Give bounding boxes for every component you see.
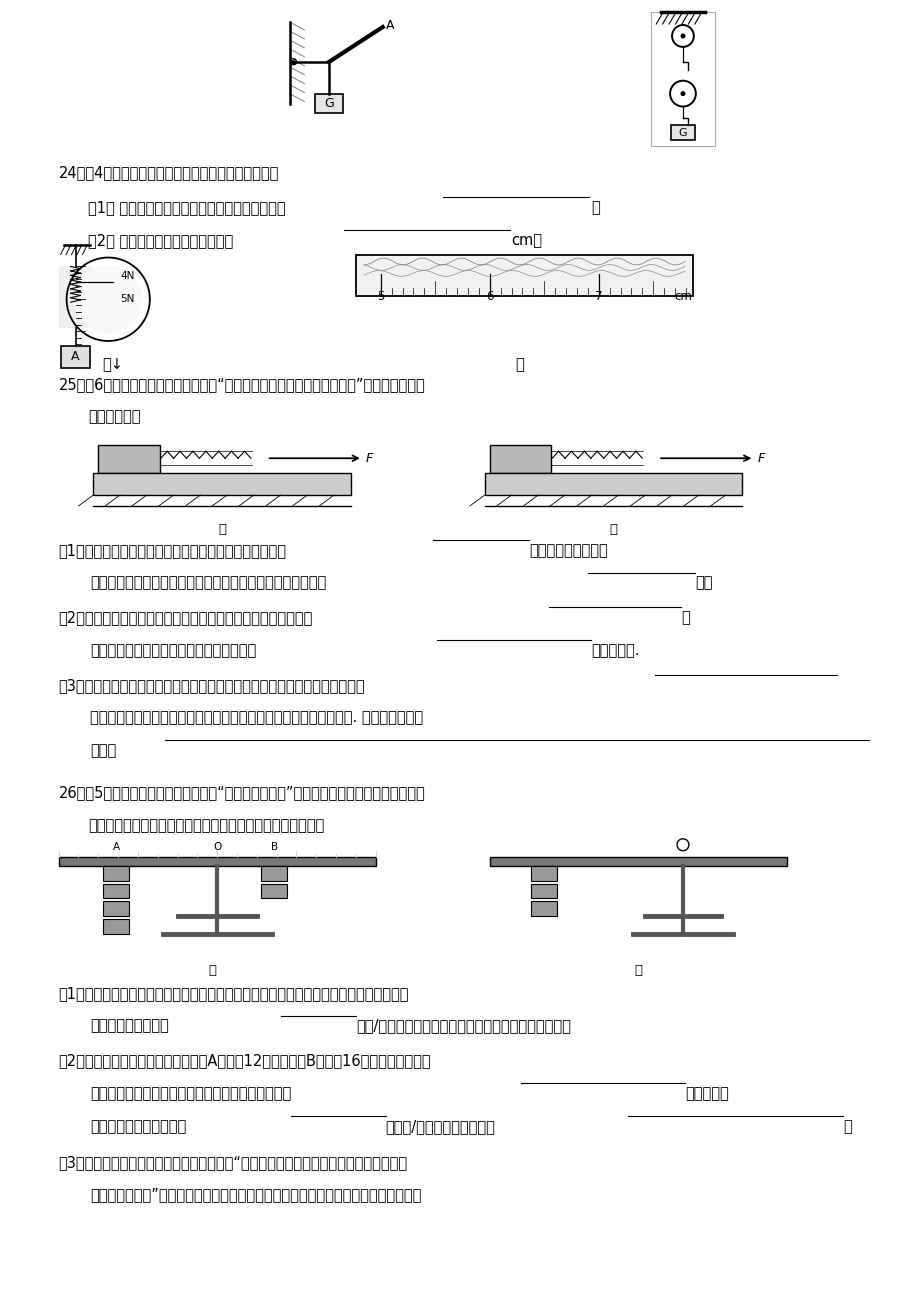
Text: cm: cm [674, 290, 691, 303]
Text: （2） 如图乙所示；乙图木块长度是: （2） 如图乙所示；乙图木块长度是 [88, 233, 233, 247]
Bar [103, 866, 129, 880]
Bar [531, 901, 557, 917]
Text: （1）实验前，将杠杆中点置于支架上，当杠杆静止时，发现杠杆右端下沉。此时，应把杠: （1）实验前，将杠杆中点置于支架上，当杠杆静止时，发现杠杆右端下沉。此时，应把杠 [59, 986, 409, 1001]
Text: 乙: 乙 [609, 523, 617, 536]
Text: O: O [213, 842, 221, 852]
Text: 变，改变木块对木板的压力；实验中应用了: 变，改变木块对木板的压力；实验中应用了 [90, 643, 256, 658]
Text: 26、（5分）如图甲所示，小明在探究“杠杆的平衡条件”实验中所用的实验器材有：杠杆、: 26、（5分）如图甲所示，小明在探究“杠杆的平衡条件”实验中所用的实验器材有：杠… [59, 785, 425, 801]
Text: 支架、弹簧测力计、刻度尺、细线和质量相同的钉码若干个。: 支架、弹簧测力计、刻度尺、细线和质量相同的钉码若干个。 [88, 818, 324, 833]
Bar [531, 866, 557, 880]
Text: 25、（6分）某兴趣小组的同学在探究“滑动摩擦力的大小与什么因素有关”时，对有关的问: 25、（6分）某兴趣小组的同学在探究“滑动摩擦力的大小与什么因素有关”时，对有关… [59, 376, 425, 392]
Text: 原位置平衡。于是小明便得出了杠杆的平衡条件为：: 原位置平衡。于是小明便得出了杠杆的平衡条件为： [90, 1086, 291, 1101]
Text: （左/右）调节，使杠杆在不挂钉码时在水平位置平衡。: （左/右）调节，使杠杆在不挂钉码时在水平位置平衡。 [356, 1018, 570, 1034]
Text: 拉着木块沿长木板滑: 拉着木块沿长木板滑 [528, 543, 607, 557]
Text: F: F [366, 452, 373, 465]
Bar [93, 473, 351, 495]
Bar [59, 857, 375, 866]
Text: 5N: 5N [120, 294, 134, 305]
Text: （3）实验结束后，小明提出了新的探究问题“若支点不在杠杆的中点时，杠杆的平衡条件: （3）实验结束后，小明提出了新的探究问题“若支点不在杠杆的中点时，杠杆的平衡条件 [59, 1155, 407, 1169]
Text: G: G [678, 128, 686, 138]
Text: 5: 5 [377, 290, 384, 303]
Text: 示）。他这样得出的结论: 示）。他这样得出的结论 [90, 1118, 187, 1134]
Text: 6: 6 [485, 290, 493, 303]
Text: A: A [385, 18, 393, 31]
Text: 4N: 4N [120, 271, 134, 281]
Text: （2）在探究滑动摩擦力的大小与压力大小的关系时，他们应控制: （2）在探究滑动摩擦力的大小与压力大小的关系时，他们应控制 [59, 611, 312, 625]
Bar [98, 445, 160, 473]
Circle shape [680, 34, 684, 38]
Text: G: G [324, 98, 334, 111]
Bar [489, 445, 550, 473]
Bar [484, 473, 742, 495]
Text: 乙: 乙 [515, 357, 523, 372]
Text: 甲: 甲 [208, 963, 216, 976]
Text: F: F [756, 452, 764, 465]
Text: 题分析如下：: 题分析如下： [88, 410, 141, 424]
Bar [103, 901, 129, 917]
Text: 点是：: 点是： [90, 743, 117, 758]
Text: 乙: 乙 [634, 963, 641, 976]
Text: （2）杠杆调节平衡后，小明在杠杆上A点处挦12个钉码，在B点处挦16个钉码杠杆恰好在: （2）杠杆调节平衡后，小明在杠杆上A点处挦12个钉码，在B点处挦16个钉码杠杆恰… [59, 1053, 431, 1069]
Bar [61, 346, 90, 368]
Bar [489, 857, 786, 866]
Bar [103, 884, 129, 898]
Bar [315, 94, 343, 113]
Text: 甲: 甲 [218, 523, 226, 536]
Text: 动，此时弹簧测力计对木块的拉力与木块受到的摩擦力是一对: 动，此时弹簧测力计对木块的拉力与木块受到的摩擦力是一对 [90, 575, 326, 591]
Bar [356, 255, 692, 297]
Text: 的研究方法.: 的研究方法. [590, 643, 639, 658]
Circle shape [290, 59, 296, 65]
Bar [261, 866, 287, 880]
Bar [103, 919, 129, 934]
Text: （1）他们利用图甲所示装置进行了实验，先用弹簧测力计: （1）他们利用图甲所示装置进行了实验，先用弹簧测力计 [59, 543, 287, 557]
Circle shape [680, 92, 684, 95]
Text: 24、（4分）请记录下列测量工具所测物理量的数値。: 24、（4分）请记录下列测量工具所测物理量的数値。 [59, 165, 278, 180]
Text: （用字母表: （用字母表 [685, 1086, 728, 1101]
Bar [651, 12, 714, 146]
Text: 。: 。 [843, 1118, 851, 1134]
Text: （合理/不合理）；原因是：: （合理/不合理）；原因是： [385, 1118, 495, 1134]
Text: 力。: 力。 [694, 575, 711, 591]
Text: A: A [112, 842, 119, 852]
Text: 。: 。 [590, 201, 599, 215]
Text: 7: 7 [595, 290, 602, 303]
Text: 甲↓: 甲↓ [103, 357, 123, 372]
Text: 杆两端的平衡螺母向: 杆两端的平衡螺母向 [90, 1018, 169, 1034]
Text: （1） 观察如图甲所示；甲图弹簧测力计的示数是: （1） 观察如图甲所示；甲图弹簧测力计的示数是 [88, 201, 286, 215]
Circle shape [74, 266, 142, 333]
Bar [670, 125, 694, 141]
Text: A: A [71, 350, 80, 363]
Text: B: B [270, 842, 278, 852]
Text: 是否仍然成立？”于是小组同学利用如图乙所示装置进行探究，发现在杠杆左端的不同: 是否仍然成立？”于是小组同学利用如图乙所示装置进行探究，发现在杠杆左端的不同 [90, 1187, 421, 1203]
Text: cm。: cm。 [511, 233, 542, 247]
Bar [531, 884, 557, 898]
Bar [59, 267, 92, 328]
Text: ；为了解决上述问题，小明同学对实验装置进行了改进，如图乙所示. 利用该装置的优: ；为了解决上述问题，小明同学对实验装置进行了改进，如图乙所示. 利用该装置的优 [90, 711, 423, 725]
Text: 不: 不 [680, 611, 689, 625]
Bar [261, 884, 287, 898]
Text: （3）实验中他们发现很难保持弹簧测力计示数的稳定性，很难读数，原因是：: （3）实验中他们发现很难保持弹簧测力计示数的稳定性，很难读数，原因是： [59, 678, 365, 693]
